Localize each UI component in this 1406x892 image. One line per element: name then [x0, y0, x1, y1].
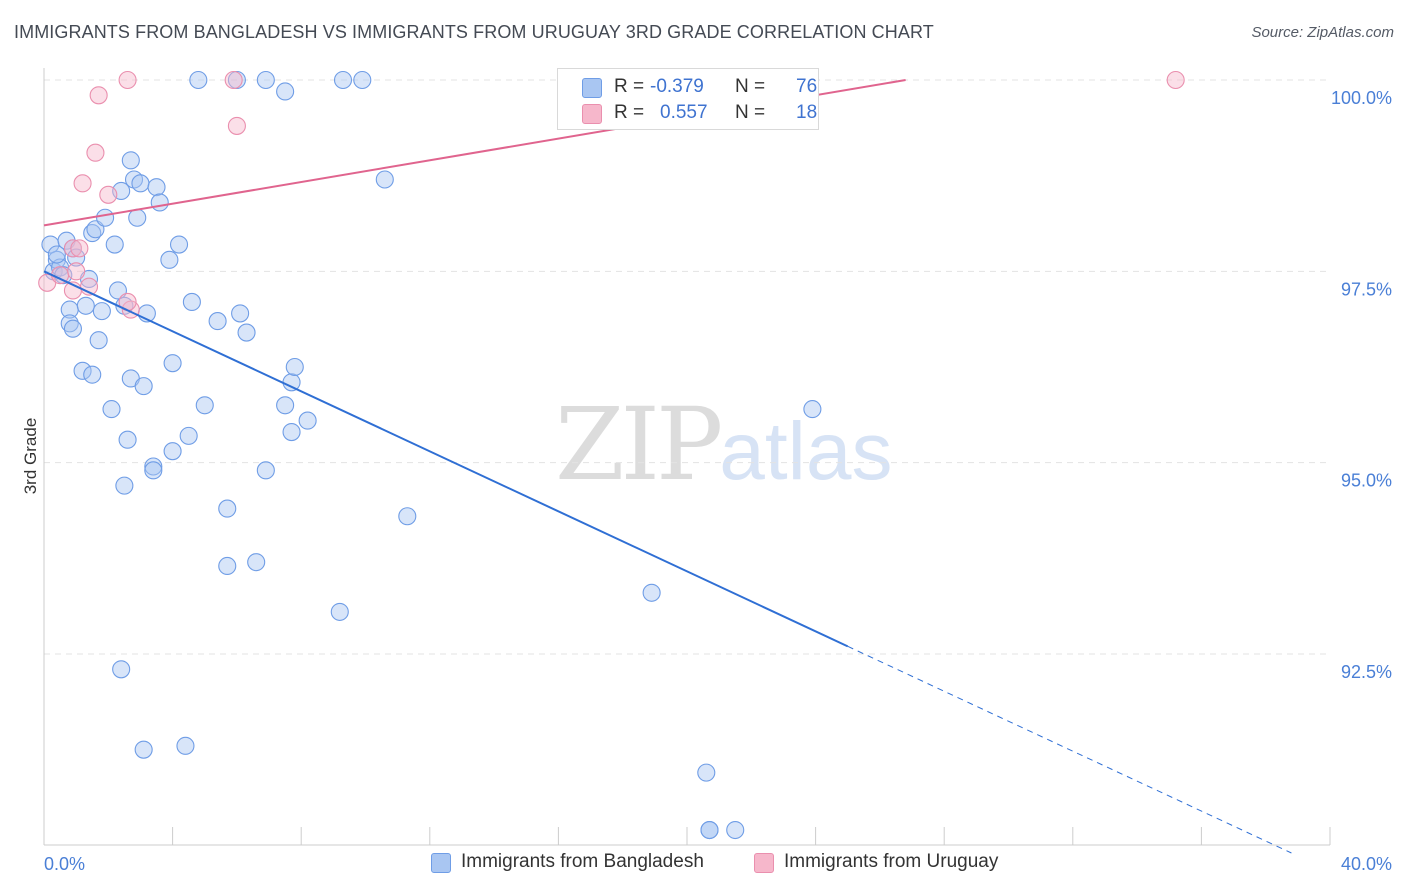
data-point-bangladesh [282, 373, 301, 392]
r-label: R = [614, 76, 645, 97]
y-tick-label: 97.5% [1341, 279, 1392, 299]
legend-swatch-bangladesh [431, 853, 451, 873]
data-point-uruguay [89, 86, 108, 105]
data-point-bangladesh [189, 70, 208, 90]
r-value: 0.557 [660, 102, 708, 123]
data-point-bangladesh [176, 736, 195, 755]
data-point-bangladesh [330, 602, 349, 621]
data-point-bangladesh [642, 583, 661, 602]
n-value: 18 [796, 102, 818, 123]
legend-swatch-uruguay [754, 853, 774, 873]
data-point-bangladesh [105, 235, 124, 254]
data-point-bangladesh [282, 423, 301, 442]
legend: Immigrants from Bangladesh Immigrants fr… [0, 850, 1406, 878]
n-value: 76 [796, 76, 818, 97]
data-point-bangladesh [102, 400, 121, 419]
chart-title: IMMIGRANTS FROM BANGLADESH VS IMMIGRANTS… [14, 22, 934, 42]
data-point-bangladesh [237, 323, 256, 342]
data-point-bangladesh [121, 151, 140, 170]
n-label: N = [735, 102, 766, 123]
data-point-bangladesh [47, 245, 66, 264]
data-point-bangladesh [60, 314, 79, 333]
data-point-bangladesh [115, 476, 134, 495]
data-point-bangladesh [276, 82, 295, 101]
data-point-uruguay [63, 239, 82, 258]
data-point-uruguay [227, 116, 246, 135]
data-point-bangladesh [169, 235, 189, 254]
data-point-bangladesh [218, 556, 237, 576]
data-point-uruguay [118, 70, 137, 90]
data-point-bangladesh [247, 553, 266, 572]
data-point-uruguay [73, 174, 92, 193]
x-tick-label: 40.0% [1341, 854, 1392, 874]
data-point-bangladesh [118, 430, 137, 449]
data-point-bangladesh [163, 442, 182, 461]
data-point-bangladesh [803, 400, 822, 419]
stats-box: R = -0.379 N = 76 R = 0.557 N = 18 [557, 68, 819, 130]
data-point-bangladesh [96, 208, 115, 227]
data-point-uruguay [70, 239, 89, 258]
data-point-bangladesh [128, 208, 147, 227]
data-point-bangladesh [76, 296, 95, 315]
trend-line-bangladesh-extension [847, 645, 1292, 854]
data-point-bangladesh [112, 660, 131, 679]
data-point-bangladesh [144, 457, 163, 476]
trend-line-bangladesh [43, 270, 849, 648]
source-label: Source: ZipAtlas.com [1251, 24, 1394, 41]
stats-swatch-uruguay [582, 104, 602, 124]
data-point-bangladesh [92, 302, 111, 321]
data-point-bangladesh [163, 354, 182, 373]
data-point-bangladesh [147, 178, 166, 197]
data-point-bangladesh [134, 740, 153, 759]
data-point-bangladesh [83, 365, 102, 384]
data-point-bangladesh [144, 461, 163, 480]
data-point-bangladesh [285, 357, 304, 377]
data-point-bangladesh [134, 377, 153, 396]
data-point-bangladesh [276, 396, 295, 415]
legend-label: Immigrants from Bangladesh [461, 851, 704, 872]
legend-label: Immigrants from Uruguay [784, 851, 999, 872]
r-value: -0.379 [650, 76, 704, 97]
watermark-zip: ZIP [555, 386, 723, 503]
data-point-bangladesh [160, 250, 179, 269]
data-point-bangladesh [131, 174, 150, 193]
data-point-bangladesh [182, 292, 201, 311]
data-point-bangladesh [231, 304, 250, 323]
data-point-bangladesh [398, 507, 417, 526]
data-point-bangladesh [63, 319, 82, 338]
watermark: ZIPatlas [555, 395, 893, 495]
r-label: R = [614, 102, 645, 123]
data-point-bangladesh [353, 70, 372, 90]
data-point-uruguay [67, 262, 86, 281]
data-point-bangladesh [256, 70, 275, 90]
data-point-bangladesh [218, 499, 237, 518]
y-tick-label: 92.5% [1341, 662, 1392, 682]
y-tick-label: 100.0% [1331, 88, 1392, 108]
data-point-bangladesh [333, 70, 353, 90]
data-point-bangladesh [208, 312, 227, 331]
data-point-bangladesh [256, 461, 275, 480]
data-point-bangladesh [150, 193, 169, 212]
data-point-bangladesh [179, 426, 198, 445]
data-point-uruguay [99, 185, 118, 204]
y-tick-label: 95.0% [1341, 471, 1392, 491]
data-point-bangladesh [89, 331, 108, 350]
x-tick-label: 0.0% [44, 854, 85, 874]
data-point-bangladesh [697, 763, 716, 782]
data-point-uruguay [224, 70, 243, 90]
n-label: N = [735, 76, 766, 97]
stats-swatch-bangladesh [582, 78, 602, 98]
data-point-bangladesh [726, 820, 745, 840]
data-point-bangladesh [700, 820, 719, 840]
data-point-bangladesh [375, 170, 394, 189]
data-point-bangladesh [195, 396, 214, 415]
data-point-bangladesh [73, 361, 92, 380]
watermark-atlas: atlas [719, 406, 893, 497]
data-point-uruguay [86, 143, 105, 162]
data-point-bangladesh [298, 411, 317, 430]
data-point-uruguay [1166, 70, 1185, 90]
